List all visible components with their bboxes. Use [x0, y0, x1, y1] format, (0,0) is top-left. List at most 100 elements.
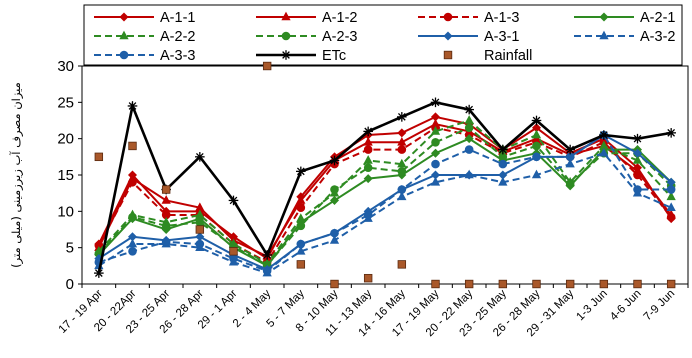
- data-point-a-3-3: [128, 247, 137, 256]
- legend-item-a-2-3: A-2-3: [256, 29, 357, 45]
- series-a-1-3: [94, 123, 676, 267]
- data-point-rainfall: [666, 279, 676, 289]
- y-tick-label: 25: [57, 94, 74, 111]
- plot-frame: [81, 65, 689, 285]
- series-a-2-2: [94, 115, 676, 267]
- legend-swatch-marker: [281, 31, 291, 41]
- legend-item-a-1-1: A-1-1: [94, 10, 195, 26]
- data-point-rainfall: [599, 279, 609, 289]
- data-point-etc: [565, 144, 575, 155]
- data-point-a-2-1: [464, 134, 474, 144]
- series-line-etc: [97, 100, 672, 274]
- legend-swatch-marker: [443, 12, 453, 22]
- data-point-a-3-3: [229, 254, 238, 263]
- data-point-a-3-3: [195, 239, 205, 249]
- data-point-a-1-3: [363, 145, 373, 154]
- legend-swatch-marker: [119, 30, 129, 40]
- data-point-etc: [498, 144, 508, 155]
- series-line-a-1-1: [97, 115, 673, 260]
- data-point-a-2-1: [363, 174, 373, 184]
- data-point-a-3-3: [431, 159, 440, 169]
- legend-label: A-3-2: [640, 29, 675, 45]
- legend-swatch-marker: [599, 12, 609, 22]
- data-point-etc: [531, 115, 542, 126]
- data-point-a-1-2: [363, 136, 373, 146]
- data-point-a-3-3: [262, 266, 272, 276]
- data-point-a-2-1: [430, 148, 441, 158]
- data-point-a-3-2: [666, 202, 676, 211]
- data-point-a-3-3: [666, 185, 676, 194]
- data-point-a-2-2: [363, 155, 373, 164]
- data-point-rainfall: [262, 61, 272, 71]
- data-point-a-2-3: [195, 217, 205, 227]
- data-point-a-3-2: [498, 176, 508, 186]
- data-point-etc: [632, 133, 643, 144]
- legend-swatch-marker: [443, 31, 453, 41]
- legend-label: A-2-2: [160, 29, 195, 45]
- legend-swatch-marker: [119, 12, 129, 22]
- legend-item-a-1-3: A-1-3: [418, 10, 519, 26]
- series-etc: [94, 97, 676, 278]
- legend-item-a-1-2: A-1-2: [256, 10, 357, 26]
- data-point-etc: [464, 104, 474, 115]
- data-point-a-1-3: [128, 177, 137, 187]
- data-point-a-3-2: [127, 238, 138, 248]
- data-point-a-2-2: [397, 158, 407, 168]
- data-point-a-2-2: [666, 191, 676, 201]
- data-point-a-3-2: [430, 176, 441, 186]
- data-point-a-2-3: [565, 179, 575, 189]
- data-point-a-1-2: [161, 195, 171, 204]
- data-point-a-2-2: [632, 155, 643, 164]
- data-point-a-3-2: [565, 158, 575, 168]
- series-line-a-2-1: [98, 137, 672, 268]
- data-point-a-1-2: [397, 136, 407, 146]
- y-tick-label: 15: [57, 167, 74, 184]
- data-point-a-3-3: [633, 185, 642, 194]
- data-point-etc: [127, 101, 138, 111]
- data-point-etc: [94, 268, 104, 278]
- series-rainfall: [94, 61, 676, 289]
- data-point-a-2-3: [330, 185, 339, 194]
- data-point-a-3-2: [329, 235, 340, 244]
- data-point-a-3-3: [532, 152, 541, 162]
- legend-item-a-2-1: A-2-1: [574, 10, 675, 26]
- legend-item-a-2-2: A-2-2: [94, 29, 195, 45]
- data-point-a-3-3: [397, 185, 407, 194]
- data-point-etc: [363, 126, 373, 137]
- data-point-etc: [262, 250, 272, 260]
- data-point-a-2-3: [161, 221, 171, 231]
- data-point-a-3-3: [296, 239, 306, 249]
- data-point-a-1-3: [397, 145, 407, 154]
- legend-swatch-marker: [443, 50, 453, 60]
- series-layer: [94, 61, 676, 289]
- x-tick-label: 4-6 Jun: [608, 288, 644, 324]
- data-point-a-3-3: [464, 145, 474, 154]
- data-point-etc: [329, 155, 340, 166]
- legend-label: A-1-3: [484, 10, 519, 26]
- y-tick-label: 10: [57, 203, 74, 220]
- data-point-rainfall: [94, 152, 104, 162]
- legend-item-a-3-1: A-3-1: [418, 29, 519, 45]
- data-point-rainfall: [397, 260, 407, 269]
- series-line-a-3-3: [98, 133, 672, 273]
- data-point-rainfall: [296, 260, 306, 269]
- data-point-a-2-3: [296, 221, 306, 231]
- legend-label: A-3-1: [484, 29, 519, 45]
- legend-swatch-marker: [599, 30, 609, 40]
- legend-frame: [83, 4, 683, 66]
- data-point-a-2-2: [464, 115, 474, 124]
- data-point-a-2-2: [531, 129, 542, 139]
- data-point-etc: [195, 152, 205, 162]
- series-line-a-1-3: [97, 126, 672, 264]
- data-point-rainfall: [498, 279, 508, 289]
- data-point-a-1-3: [633, 170, 642, 180]
- data-point-rainfall: [431, 279, 440, 289]
- legend-item-a-3-2: A-3-2: [574, 29, 675, 45]
- y-axis-label: میزان مصرف آب زیرزمینی (میلی متر): [9, 82, 24, 268]
- data-point-etc: [228, 195, 239, 206]
- series-line-a-2-2: [98, 119, 672, 265]
- data-point-etc: [666, 128, 676, 138]
- y-tick-label: 0: [66, 276, 74, 293]
